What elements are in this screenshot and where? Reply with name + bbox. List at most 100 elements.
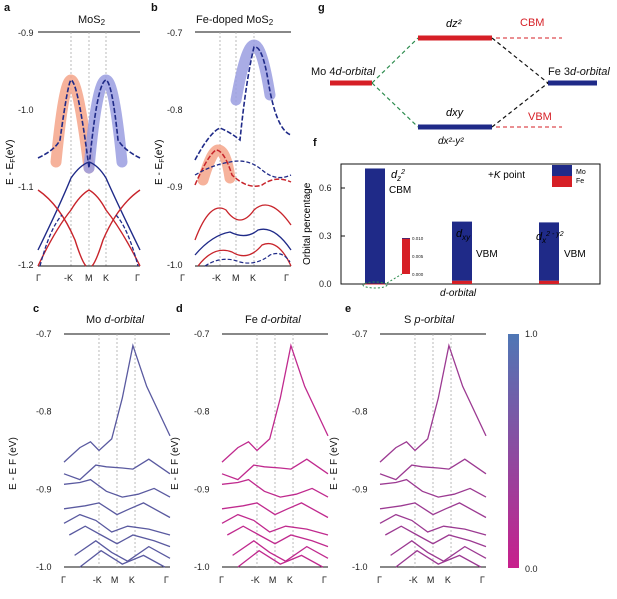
panel-a-orange-glow bbox=[50, 74, 95, 174]
panel-d-xtick-3: K bbox=[287, 575, 293, 585]
panel-e-title: S p-orbital bbox=[404, 314, 455, 326]
panel-b-xtick-1: -K bbox=[212, 273, 221, 283]
panel-b-xtick-0: Γ bbox=[180, 273, 185, 283]
panel-g: g Mo 4d-orbital Fe 3d-orbital CBM VBM dz… bbox=[311, 2, 610, 147]
panel-f-ylabel: Orbital percentage bbox=[302, 182, 313, 265]
panel-a-band-3 bbox=[37, 189, 141, 267]
bar-fe-1 bbox=[452, 280, 472, 284]
panel-b-vb-top bbox=[194, 46, 292, 161]
panel-a-ytick-3: -1.2 bbox=[18, 260, 34, 270]
bar-fe-2 bbox=[539, 280, 559, 284]
legend-mo-label: Mo bbox=[576, 169, 586, 176]
panel-f-ytick-label: 0.6 bbox=[319, 183, 332, 193]
panel-c-ytick-0: -0.7 bbox=[36, 329, 52, 339]
panel-d: d Fe d-orbital -0.7 -0.8 -0.9 -1.0 E - E F (eV… bbox=[170, 303, 329, 585]
panel-d-xtick-1: -K bbox=[251, 575, 260, 585]
panel-a-band-2 bbox=[37, 161, 141, 251]
dz2-orbital-label: dz² bbox=[446, 18, 462, 30]
panel-b-fe-band bbox=[194, 149, 292, 187]
panel-c-ytick-3: -1.0 bbox=[36, 562, 52, 572]
panel-b-band-5 bbox=[194, 228, 292, 256]
panel-d-band-1 bbox=[221, 458, 329, 481]
panel-b-xtick-4: Γ bbox=[284, 273, 289, 283]
panel-e-xtick-3: K bbox=[445, 575, 451, 585]
mo-to-dz2-dash bbox=[371, 37, 419, 84]
panel-b-ytick-2: -0.9 bbox=[167, 182, 183, 192]
panel-a-vb-top bbox=[37, 79, 141, 169]
panel-e-band-0 bbox=[379, 343, 487, 463]
fe-3d-label: Fe 3d-orbital bbox=[548, 66, 610, 78]
panel-a-band-5 bbox=[91, 189, 141, 267]
panel-b-xtick-2: M bbox=[232, 273, 240, 283]
panel-b-ytick-0: -0.7 bbox=[167, 28, 183, 38]
panel-b-orange-glow bbox=[197, 144, 236, 186]
panel-e-xtick-2: M bbox=[427, 575, 435, 585]
panel-c-xtick-1: -K bbox=[93, 575, 102, 585]
panel-c-band-7 bbox=[79, 549, 166, 568]
panel-c-band-3 bbox=[63, 502, 171, 519]
panel-e-band-4 bbox=[379, 513, 487, 536]
panel-d-title: Fe d-orbital bbox=[245, 314, 301, 326]
cat2-tag: VBM bbox=[564, 249, 586, 260]
panel-b-band-4 bbox=[194, 204, 292, 241]
panel-c-band-0 bbox=[63, 343, 171, 463]
panel-c-title: Mo d-orbital bbox=[86, 314, 145, 326]
panel-e-band-6 bbox=[390, 540, 487, 562]
mo-4d-label: Mo 4d-orbital bbox=[311, 66, 376, 78]
inset-connector bbox=[386, 273, 403, 284]
colorbar-gradient bbox=[508, 334, 519, 568]
panel-letter-d: d bbox=[176, 303, 183, 315]
panel-letter-a: a bbox=[4, 2, 11, 14]
panel-d-xtick-2: M bbox=[269, 575, 277, 585]
panel-e-xtick-1: -K bbox=[409, 575, 418, 585]
inset-ytick-label: 0.010 bbox=[412, 236, 424, 241]
panel-f: f Orbital percentage d-orbital +K point … bbox=[302, 137, 601, 299]
panel-b-ytick-3: -1.0 bbox=[167, 260, 183, 270]
panel-d-band-0 bbox=[221, 343, 329, 463]
panel-a-title: MoS2 bbox=[78, 14, 106, 27]
panel-e-band-1 bbox=[379, 458, 487, 481]
panel-d-band-4 bbox=[221, 513, 329, 536]
panel-e-ytick-3: -1.0 bbox=[352, 562, 368, 572]
bar-fe-0 bbox=[365, 283, 385, 285]
panel-f-xlabel: d-orbital bbox=[440, 288, 477, 299]
panel-e: e S p-orbital -0.7 -0.8 -0.9 -1.0 E - E F (eV)… bbox=[329, 303, 487, 585]
panel-e-ytick-0: -0.7 bbox=[352, 329, 368, 339]
panel-a-ytick-0: -0.9 bbox=[18, 28, 34, 38]
panel-c-xtick-3: K bbox=[129, 575, 135, 585]
panel-b: b Fe-doped MoS2 -0.7 -0.8 -0.9 -1.0 E - … bbox=[151, 2, 292, 283]
panel-b-band-6 bbox=[197, 243, 292, 267]
panel-letter-b: b bbox=[151, 2, 158, 14]
panel-d-ytick-2: -0.9 bbox=[194, 484, 210, 494]
panel-b-band-3 bbox=[194, 160, 292, 179]
panel-a-xtick-0: Γ bbox=[36, 273, 41, 283]
panel-c-xtick-0: Γ bbox=[61, 575, 66, 585]
inset-ytick-label: 0.005 bbox=[412, 254, 424, 259]
panel-b-ylabel: E - EF(eV) bbox=[154, 140, 166, 185]
dxy-to-fe-dash bbox=[491, 82, 549, 128]
panel-d-band-5 bbox=[226, 525, 329, 548]
panel-d-ytick-0: -0.7 bbox=[194, 329, 210, 339]
panel-a-band-6 bbox=[39, 214, 63, 267]
panel-b-xtick-3: K bbox=[250, 273, 256, 283]
inset-zoom-marker bbox=[362, 281, 388, 289]
panel-d-band-7 bbox=[237, 549, 324, 568]
panel-d-xtick-4: Γ bbox=[322, 575, 327, 585]
panel-d-band-2 bbox=[221, 478, 329, 498]
panel-d-xtick-0: Γ bbox=[219, 575, 224, 585]
panel-e-band-5 bbox=[384, 525, 487, 548]
cbm-label: CBM bbox=[520, 17, 544, 29]
panel-b-band-7 bbox=[204, 252, 291, 267]
panel-a-xtick-2: M bbox=[85, 273, 93, 283]
panel-letter-c: c bbox=[33, 303, 39, 315]
panel-a-band-7 bbox=[115, 214, 139, 267]
panel-e-band-7 bbox=[395, 549, 482, 568]
cat0-orbital-label: dz2 bbox=[391, 169, 405, 183]
panel-c-band-5 bbox=[68, 525, 171, 548]
panel-c-xtick-4: Γ bbox=[164, 575, 169, 585]
cat0-tag: CBM bbox=[389, 185, 411, 196]
panel-a-xtick-4: Γ bbox=[135, 273, 140, 283]
legend-fe-swatch bbox=[552, 176, 572, 187]
panel-d-ylabel: E - E F (eV) bbox=[170, 437, 181, 490]
colorbar-max-label: 1.0 bbox=[525, 329, 538, 339]
